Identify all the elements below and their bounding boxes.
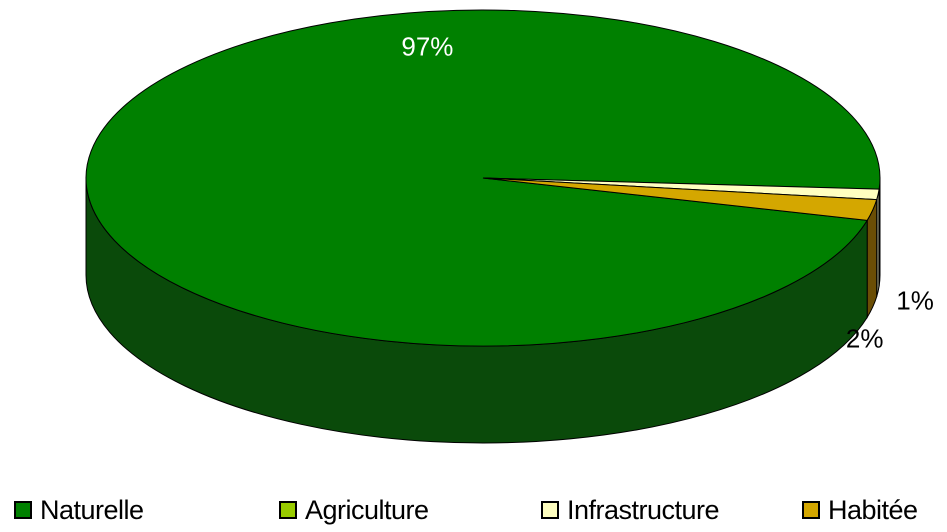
data-label-infrastructure: 1% <box>896 285 934 316</box>
legend-label: Agriculture <box>305 494 429 525</box>
data-label-naturelle: 97% <box>401 31 454 62</box>
legend-swatch <box>541 501 559 519</box>
legend-label: Naturelle <box>40 494 144 525</box>
pie-slice-naturelle <box>85 9 881 347</box>
pie-slice-habitée <box>482 177 878 221</box>
legend-swatch <box>14 501 32 519</box>
legend-item-naturelle: Naturelle <box>14 492 144 528</box>
legend-label: Habitée <box>828 494 918 525</box>
pie-chart: 97% 1% 2% <box>85 9 934 444</box>
legend-swatch <box>802 501 820 519</box>
legend-item-habitée: Habitée <box>802 492 918 528</box>
legend-label: Infrastructure <box>567 494 720 525</box>
legend-item-agriculture: Agriculture <box>279 492 429 528</box>
legend-item-infrastructure: Infrastructure <box>541 492 720 528</box>
legend: Naturelle Agriculture Infrastructure Habité… <box>14 492 944 528</box>
pie-chart-svg <box>85 9 881 444</box>
legend-swatch <box>279 501 297 519</box>
data-label-habitée: 2% <box>845 323 884 354</box>
